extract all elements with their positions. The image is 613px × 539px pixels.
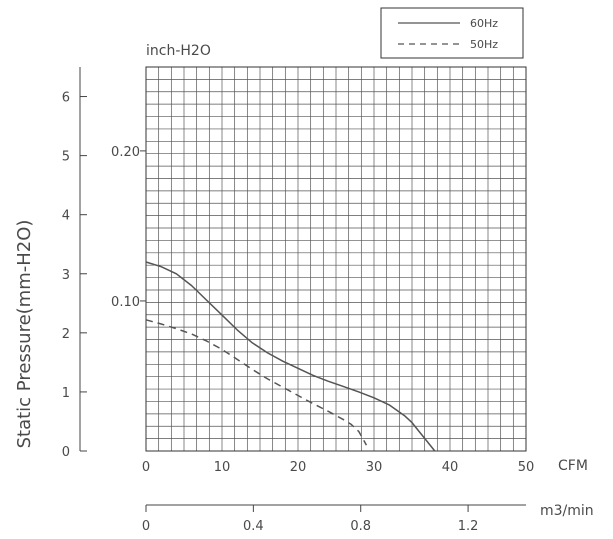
legend-label-60hz: 60Hz [470,17,498,30]
x-tick-label: 10 [214,460,231,475]
x-tick-label: 50 [518,460,535,475]
y-axis-inch: 0.10 0.20 [111,145,146,310]
y-tick-label: 5 [62,150,70,165]
series-line-60hz [145,261,436,452]
grid [146,67,526,451]
x-tick-label: 30 [366,460,383,475]
y2-axis-label: inch-H2O [146,43,211,59]
x2-tick-label: 0.8 [350,519,371,534]
x2-tick-label: 0.4 [243,519,264,534]
y-axis-label: Static Pressure(mm-H2O) [14,220,35,449]
series-group [145,261,436,452]
plot-frame [145,66,527,452]
y2-tick-label: 0.20 [111,145,140,160]
x2-tick-label: 0 [142,519,150,534]
x-axis-label: CFM [558,458,588,474]
legend: 60Hz 50Hz [380,7,524,59]
x-axis-cfm: 0 10 20 30 40 50 [142,460,534,475]
y-tick-label: 2 [62,327,70,342]
y-axis-left: 0 1 2 3 4 5 6 [62,67,87,460]
x-tick-label: 40 [442,460,459,475]
y-tick-label: 0 [62,445,70,460]
x2-axis-label: m3/min [540,503,594,519]
y-tick-label: 3 [62,268,70,283]
x-tick-label: 20 [290,460,307,475]
y-tick-label: 6 [62,91,70,106]
legend-label-50hz: 50Hz [470,38,498,51]
y-tick-label: 1 [62,386,70,401]
x-axis-m3min: 0 0.4 0.8 1.2 [142,504,526,534]
y-tick-label: 4 [62,209,70,224]
series-line-50hz [145,319,368,446]
legend-box [380,7,524,59]
x-tick-label: 0 [142,460,150,475]
x2-tick-label: 1.2 [458,519,479,534]
y2-tick-label: 0.10 [111,295,140,310]
